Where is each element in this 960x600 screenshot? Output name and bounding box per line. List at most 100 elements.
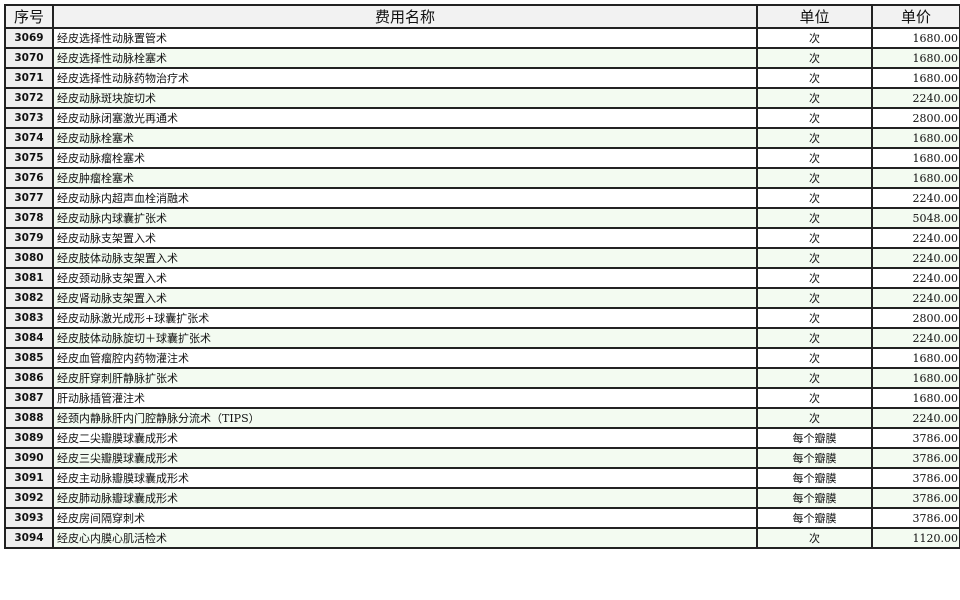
table-row: 3076 经皮肿瘤栓塞术次 1680.00 bbox=[4, 167, 960, 189]
table-row: 3071 经皮选择性动脉药物治疗术次 1680.00 bbox=[4, 67, 960, 89]
cell-no: 3071 bbox=[4, 67, 54, 89]
cell-price: 2240.00 bbox=[871, 327, 960, 349]
cell-name: 经颈内静脉肝内门腔静脉分流术（TIPS） bbox=[52, 407, 758, 429]
cell-price: 2240.00 bbox=[871, 187, 960, 209]
header-row: 序号 费用名称 单位 单价 bbox=[4, 4, 960, 29]
table-row: 3073 经皮动脉闭塞激光再通术次 2800.00 bbox=[4, 107, 960, 129]
table-row: 3078 经皮动脉内球囊扩张术次 5048.00 bbox=[4, 207, 960, 229]
cell-unit: 次 bbox=[756, 87, 873, 109]
table-row: 3081 经皮颈动脉支架置入术次 2240.00 bbox=[4, 267, 960, 289]
table-row: 3084 经皮肢体动脉旋切＋球囊扩张术次 2240.00 bbox=[4, 327, 960, 349]
cell-unit: 次 bbox=[756, 327, 873, 349]
fee-table: 序号 费用名称 单位 单价 3069 经皮选择性动脉置管术次 1680.00 3070… bbox=[4, 4, 960, 549]
cell-no: 3086 bbox=[4, 367, 54, 389]
cell-unit: 次 bbox=[756, 47, 873, 69]
cell-name: 经皮动脉激光成形+球囊扩张术 bbox=[52, 307, 758, 329]
cell-unit: 次 bbox=[756, 127, 873, 149]
cell-price: 1680.00 bbox=[871, 27, 960, 49]
cell-no: 3079 bbox=[4, 227, 54, 249]
table-row: 3089 经皮二尖瓣膜球囊成形术 每个瓣膜 3786.00 bbox=[4, 427, 960, 449]
table-row: 3091 经皮主动脉瓣膜球囊成形术 每个瓣膜 3786.00 bbox=[4, 467, 960, 489]
cell-unit: 次 bbox=[756, 107, 873, 129]
cell-unit: 次 bbox=[756, 307, 873, 329]
table-row: 3094 经皮心内膜心肌活检术次 1120.00 bbox=[4, 527, 960, 549]
cell-no: 3072 bbox=[4, 87, 54, 109]
cell-name: 经皮选择性动脉药物治疗术 bbox=[52, 67, 758, 89]
cell-name: 经皮二尖瓣膜球囊成形术 bbox=[52, 427, 758, 449]
table-row: 3072 经皮动脉斑块旋切术次 2240.00 bbox=[4, 87, 960, 109]
cell-unit: 次 bbox=[756, 147, 873, 169]
cell-name: 经皮主动脉瓣膜球囊成形术 bbox=[52, 467, 758, 489]
cell-name: 经皮肿瘤栓塞术 bbox=[52, 167, 758, 189]
cell-no: 3080 bbox=[4, 247, 54, 269]
cell-no: 3078 bbox=[4, 207, 54, 229]
cell-name: 经皮动脉瘤栓塞术 bbox=[52, 147, 758, 169]
cell-name: 经皮肝穿刺肝静脉扩张术 bbox=[52, 367, 758, 389]
cell-price: 1680.00 bbox=[871, 127, 960, 149]
cell-name: 经皮选择性动脉置管术 bbox=[52, 27, 758, 49]
cell-name: 经皮血管瘤腔内药物灌注术 bbox=[52, 347, 758, 369]
cell-no: 3075 bbox=[4, 147, 54, 169]
table-row: 3087 肝动脉插管灌注术次 1680.00 bbox=[4, 387, 960, 409]
cell-price: 2240.00 bbox=[871, 227, 960, 249]
cell-unit: 次 bbox=[756, 27, 873, 49]
cell-name: 经皮动脉斑块旋切术 bbox=[52, 87, 758, 109]
cell-no: 3083 bbox=[4, 307, 54, 329]
cell-price: 1680.00 bbox=[871, 147, 960, 169]
cell-no: 3069 bbox=[4, 27, 54, 49]
table-row: 3074 经皮动脉栓塞术次 1680.00 bbox=[4, 127, 960, 149]
cell-no: 3092 bbox=[4, 487, 54, 509]
cell-no: 3084 bbox=[4, 327, 54, 349]
cell-price: 2240.00 bbox=[871, 247, 960, 269]
cell-price: 2800.00 bbox=[871, 307, 960, 329]
header-unit: 单位 bbox=[756, 4, 873, 29]
cell-no: 3091 bbox=[4, 467, 54, 489]
cell-unit: 每个瓣膜 bbox=[756, 427, 873, 449]
cell-no: 3077 bbox=[4, 187, 54, 209]
cell-unit: 次 bbox=[756, 167, 873, 189]
cell-unit: 次 bbox=[756, 247, 873, 269]
header-name: 费用名称 bbox=[52, 4, 758, 29]
cell-unit: 每个瓣膜 bbox=[756, 467, 873, 489]
cell-price: 1680.00 bbox=[871, 67, 960, 89]
cell-name: 经皮颈动脉支架置入术 bbox=[52, 267, 758, 289]
cell-unit: 次 bbox=[756, 187, 873, 209]
cell-name: 经皮心内膜心肌活检术 bbox=[52, 527, 758, 549]
cell-name: 经皮动脉闭塞激光再通术 bbox=[52, 107, 758, 129]
cell-name: 经皮肾动脉支架置入术 bbox=[52, 287, 758, 309]
cell-price: 3786.00 bbox=[871, 447, 960, 469]
cell-name: 经皮肢体动脉旋切＋球囊扩张术 bbox=[52, 327, 758, 349]
cell-price: 2240.00 bbox=[871, 267, 960, 289]
table-row: 3077 经皮动脉内超声血栓消融术次 2240.00 bbox=[4, 187, 960, 209]
cell-price: 1680.00 bbox=[871, 47, 960, 69]
cell-price: 2240.00 bbox=[871, 87, 960, 109]
cell-price: 2240.00 bbox=[871, 287, 960, 309]
cell-unit: 次 bbox=[756, 287, 873, 309]
table-row: 3080 经皮肢体动脉支架置入术次 2240.00 bbox=[4, 247, 960, 269]
cell-name: 经皮肺动脉瓣球囊成形术 bbox=[52, 487, 758, 509]
table-row: 3085 经皮血管瘤腔内药物灌注术次 1680.00 bbox=[4, 347, 960, 369]
table-row: 3093 经皮房间隔穿刺术 每个瓣膜 3786.00 bbox=[4, 507, 960, 529]
cell-no: 3087 bbox=[4, 387, 54, 409]
header-price: 单价 bbox=[871, 4, 960, 29]
cell-name: 经皮动脉内球囊扩张术 bbox=[52, 207, 758, 229]
table-row: 3090 经皮三尖瓣膜球囊成形术 每个瓣膜 3786.00 bbox=[4, 447, 960, 469]
cell-name: 经皮三尖瓣膜球囊成形术 bbox=[52, 447, 758, 469]
header-no: 序号 bbox=[4, 4, 54, 29]
cell-no: 3070 bbox=[4, 47, 54, 69]
cell-name: 经皮动脉栓塞术 bbox=[52, 127, 758, 149]
cell-name: 经皮房间隔穿刺术 bbox=[52, 507, 758, 529]
cell-price: 1680.00 bbox=[871, 387, 960, 409]
cell-price: 2800.00 bbox=[871, 107, 960, 129]
cell-no: 3093 bbox=[4, 507, 54, 529]
cell-unit: 每个瓣膜 bbox=[756, 507, 873, 529]
cell-unit: 每个瓣膜 bbox=[756, 487, 873, 509]
table-row: 3082 经皮肾动脉支架置入术次 2240.00 bbox=[4, 287, 960, 309]
table-row: 3079 经皮动脉支架置入术次 2240.00 bbox=[4, 227, 960, 249]
cell-price: 3786.00 bbox=[871, 487, 960, 509]
cell-no: 3081 bbox=[4, 267, 54, 289]
cell-unit: 次 bbox=[756, 407, 873, 429]
cell-no: 3088 bbox=[4, 407, 54, 429]
table-row: 3088 经颈内静脉肝内门腔静脉分流术（TIPS）次 2240.00 bbox=[4, 407, 960, 429]
cell-no: 3073 bbox=[4, 107, 54, 129]
